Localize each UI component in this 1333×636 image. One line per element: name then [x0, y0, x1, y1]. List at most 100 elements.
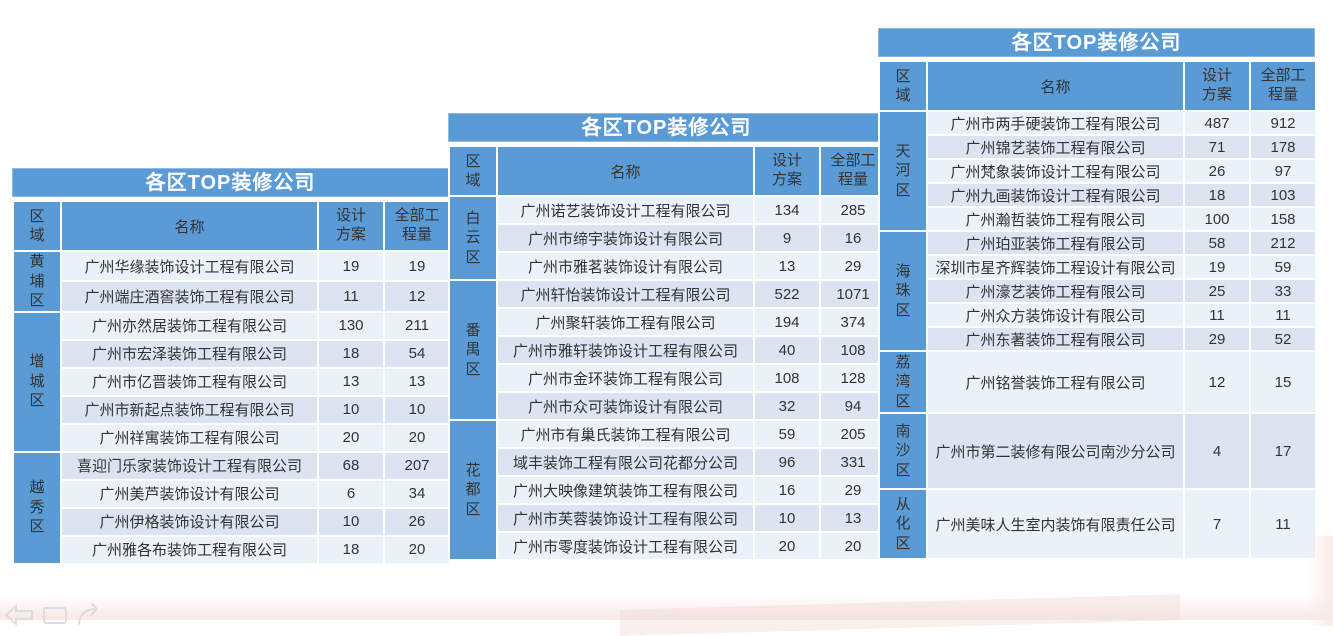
district-cell: 越秀区: [12, 450, 62, 565]
district-label: 海珠区: [895, 262, 911, 319]
table-row: 增城区 广州亦然居装饰工程有限公司 130 211: [12, 310, 451, 453]
district-cell: 海珠区: [878, 230, 928, 352]
table-row: 广州市缔宇装饰设计有限公司 9 16: [449, 223, 887, 253]
col-header-design-cell: 设计方案: [1183, 60, 1251, 112]
design-count: 10: [317, 394, 385, 425]
district-label: 增城区: [29, 353, 45, 410]
company-name: 广州锦艺装饰工程有限公司: [926, 134, 1185, 160]
company-name: 广州梵象装饰设计工程有限公司: [926, 158, 1185, 184]
design-count: 20: [317, 422, 385, 453]
table-row: 广州瀚哲装饰工程有限公司 100 158: [879, 206, 1317, 232]
total-count: 178: [1249, 134, 1317, 160]
district-cell: 番禺区: [448, 279, 498, 421]
total-count: 11: [1249, 488, 1317, 560]
table-row: 花都区 广州市有巢氏装饰工程有限公司 59 205: [448, 419, 887, 561]
table-row: 广州市新起点装饰工程有限公司 10 10: [13, 394, 451, 425]
total-count: 34: [383, 478, 451, 509]
col-header-district: 区域: [29, 207, 45, 245]
design-count: 32: [753, 391, 821, 421]
col-header-total: 全部工程量: [830, 152, 876, 188]
design-count: 58: [1183, 230, 1251, 256]
table-row: 广州大映像建筑装饰工程有限公司 16 29: [449, 475, 887, 505]
table-title: 各区TOP装修公司: [878, 28, 1315, 57]
table-row: 广州市芙蓉装饰设计工程有限公司 10 13: [449, 503, 887, 533]
table-row: 广州市金环装饰工程有限公司 108 128: [449, 363, 887, 393]
design-count: 522: [753, 279, 821, 309]
company-name: 广州美芦装饰设计有限公司: [60, 478, 319, 509]
total-count: 33: [1249, 278, 1317, 304]
company-name: 广州伊格装饰设计有限公司: [60, 506, 319, 537]
table-row: 广州市宏泽装饰工程有限公司 18 54: [13, 338, 451, 369]
company-name: 广州九画装饰设计工程有限公司: [926, 182, 1185, 208]
company-name: 广州市芙蓉装饰设计工程有限公司: [496, 503, 755, 533]
design-count: 71: [1183, 134, 1251, 160]
total-count: 19: [383, 249, 451, 283]
company-name: 广州濠艺装饰工程有限公司: [926, 278, 1185, 304]
total-count: 331: [819, 447, 887, 477]
table-row: 广州聚轩装饰工程有限公司 194 374: [449, 307, 887, 337]
col-header-design: 设计方案: [335, 207, 366, 243]
company-name: 广州美味人生室内装饰有限责任公司: [926, 488, 1185, 560]
design-count: 40: [753, 335, 821, 365]
table-row: 南沙区 广州市第二装修有限公司南沙分公司 4 17: [878, 412, 1317, 490]
company-name: 广州市雅轩装饰设计工程有限公司: [496, 335, 755, 365]
design-count: 18: [317, 338, 385, 369]
design-count: 100: [1183, 206, 1251, 232]
company-name: 广州亦然居装饰工程有限公司: [60, 310, 319, 341]
col-header-district-cell: 区域: [878, 60, 928, 112]
col-header-design-cell: 设计方案: [753, 145, 821, 197]
design-count: 18: [1183, 182, 1251, 208]
col-header-district: 区域: [895, 67, 911, 105]
design-count: 68: [317, 450, 385, 481]
company-name: 广州市第二装修有限公司南沙分公司: [926, 412, 1185, 490]
district-label: 荔湾区: [895, 353, 911, 410]
total-count: 158: [1249, 206, 1317, 232]
monitor-icon: [42, 606, 68, 626]
design-count: 134: [753, 195, 821, 225]
design-count: 9: [753, 223, 821, 253]
table-row: 广州九画装饰设计工程有限公司 18 103: [879, 182, 1317, 208]
total-count: 374: [819, 307, 887, 337]
design-count: 16: [753, 475, 821, 505]
company-name: 广州东著装饰工程有限公司: [926, 326, 1185, 352]
total-count: 20: [819, 531, 887, 561]
header-row: 区域 名称 设计方案 全部工程量: [878, 60, 1317, 112]
total-count: 20: [383, 534, 451, 565]
companies-table: 区域 名称 设计方案 全部工程量 黄埔区 广州华缘装饰设计工程有限公司 19 1…: [12, 200, 451, 565]
col-header-district-cell: 区域: [12, 200, 62, 252]
company-name: 广州市众可装饰设计有限公司: [496, 391, 755, 421]
table-row: 广州市雅轩装饰设计工程有限公司 40 108: [449, 335, 887, 365]
total-count: 11: [1249, 302, 1317, 328]
total-count: 54: [383, 338, 451, 369]
bottom-wave-decoration: [0, 536, 1333, 626]
district-label: 南沙区: [895, 422, 911, 479]
total-count: 211: [383, 310, 451, 341]
company-name: 广州铭誉装饰工程有限公司: [926, 350, 1185, 414]
district-table-left: 各区TOP装修公司 区域 名称 设计方案 全部工程量 黄埔区 广州华缘装饰设计工…: [12, 168, 451, 565]
design-count: 26: [1183, 158, 1251, 184]
col-header-name: 名称: [60, 200, 319, 252]
col-header-total: 全部工程量: [394, 207, 440, 243]
design-count: 10: [317, 506, 385, 537]
col-header-name: 名称: [496, 145, 755, 197]
company-name: 广州市两手硬装饰工程有限公司: [926, 110, 1185, 136]
total-count: 13: [383, 366, 451, 397]
design-count: 7: [1183, 488, 1251, 560]
table-row: 广州锦艺装饰工程有限公司 71 178: [879, 134, 1317, 160]
header-row: 区域 名称 设计方案 全部工程量: [448, 145, 887, 197]
company-name: 广州市新起点装饰工程有限公司: [60, 394, 319, 425]
table-row: 广州美芦装饰设计有限公司 6 34: [13, 478, 451, 509]
total-count: 59: [1249, 254, 1317, 280]
district-cell: 黄埔区: [12, 250, 62, 313]
table-row: 广州市雅茗装饰设计有限公司 13 29: [449, 251, 887, 281]
company-name: 广州市有巢氏装饰工程有限公司: [496, 419, 755, 449]
total-count: 205: [819, 419, 887, 449]
company-name: 域丰装饰工程有限公司花都分公司: [496, 447, 755, 477]
table-row: 海珠区 广州珀亚装饰工程有限公司 58 212: [878, 230, 1317, 352]
col-header-design-cell: 设计方案: [317, 200, 385, 252]
district-cell: 南沙区: [878, 412, 928, 490]
district-cell: 从化区: [878, 488, 928, 560]
table-row: 广州伊格装饰设计有限公司 10 26: [13, 506, 451, 537]
company-name: 广州市亿晋装饰工程有限公司: [60, 366, 319, 397]
total-count: 97: [1249, 158, 1317, 184]
